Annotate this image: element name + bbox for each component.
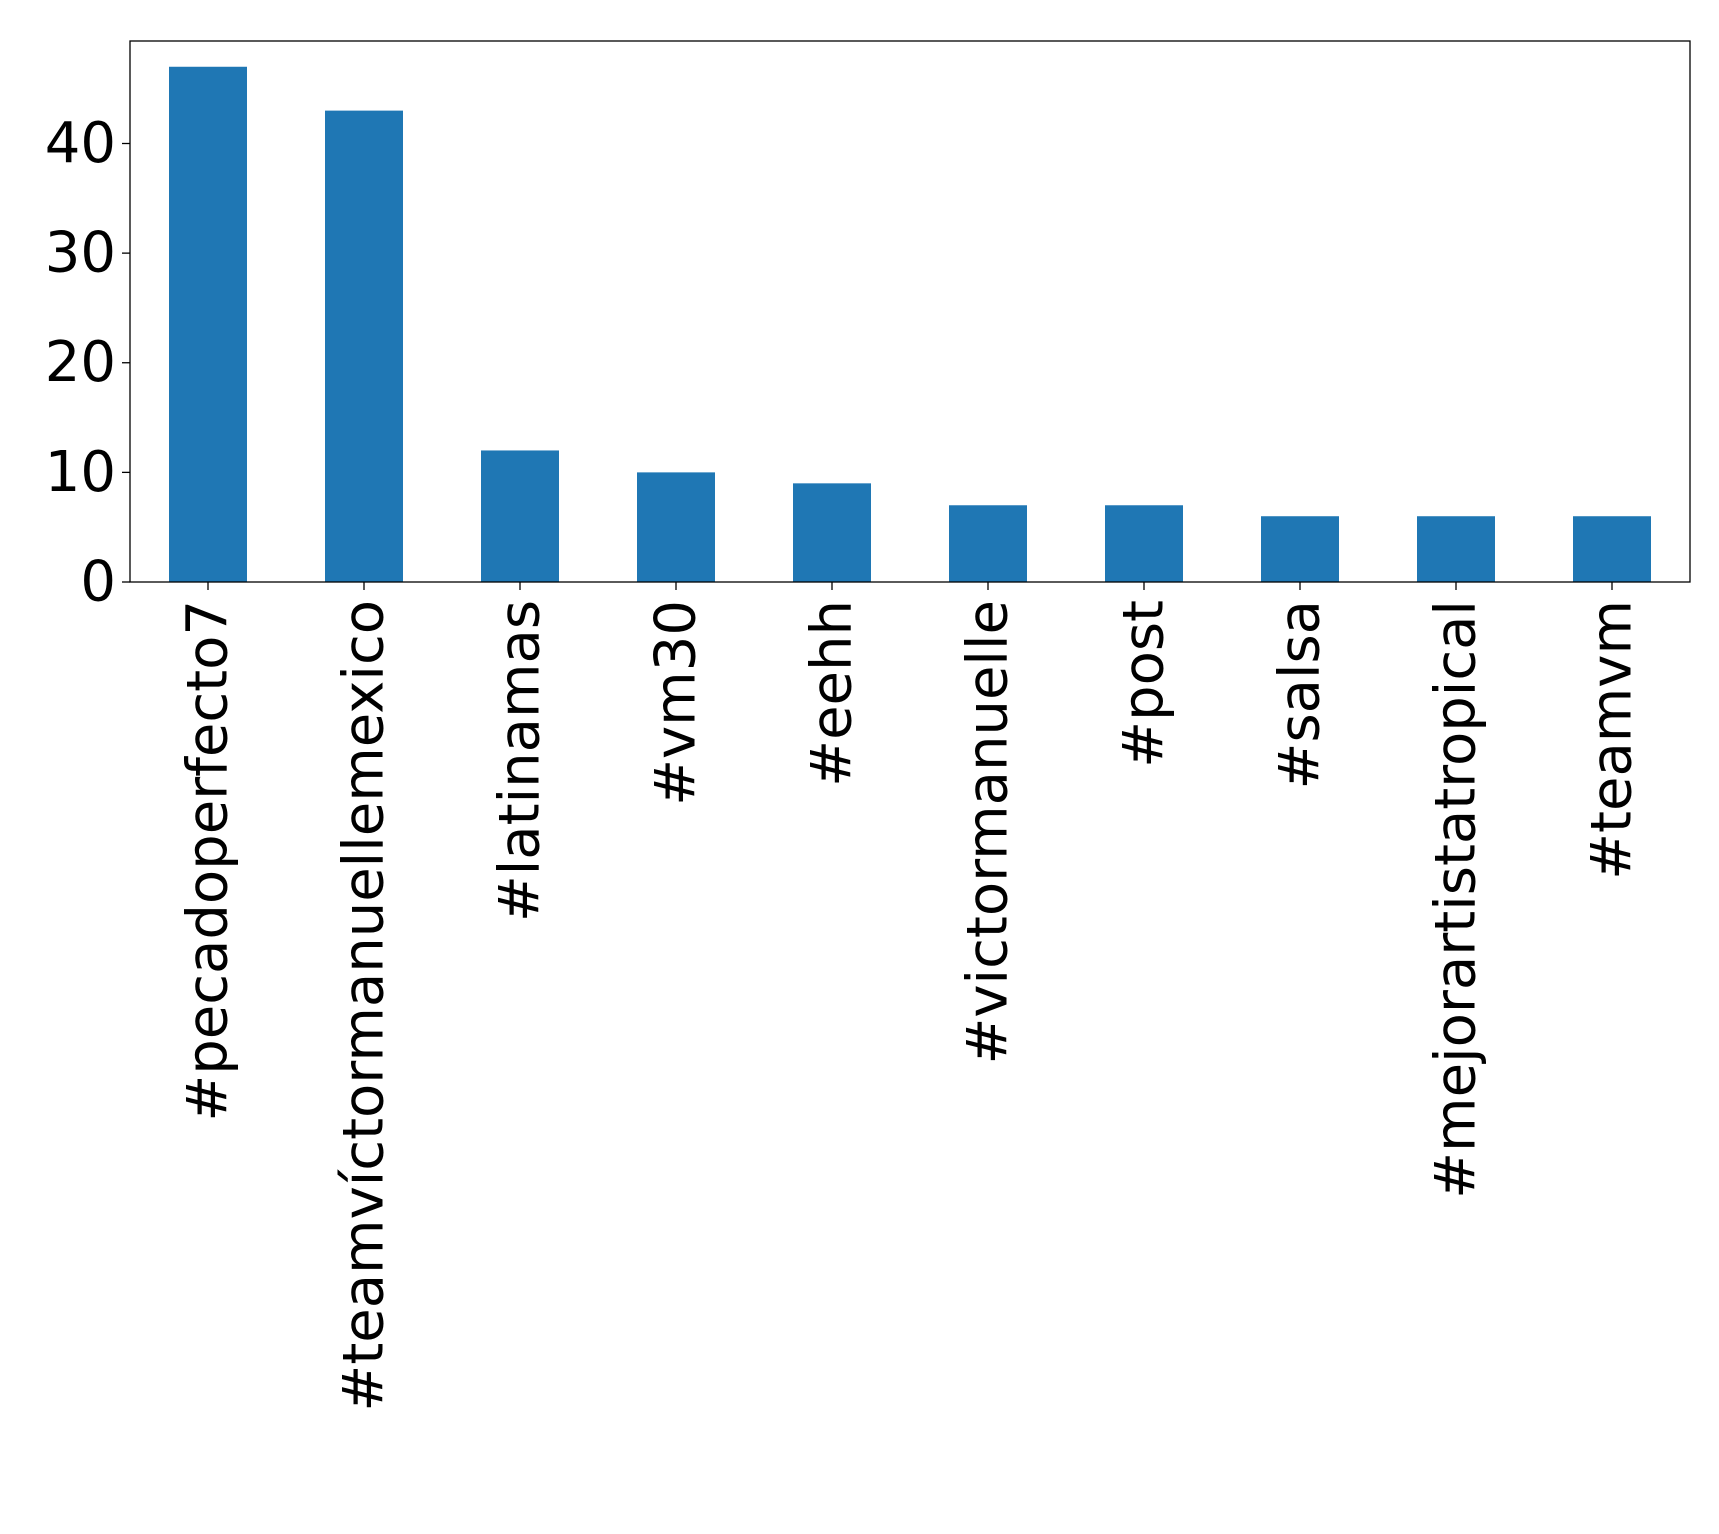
x-tick-label: #victormanuelle <box>956 600 1021 1065</box>
y-tick-label: 30 <box>45 221 116 286</box>
x-tick-label: #salsa <box>1268 600 1333 789</box>
y-axis: 0 10 20 30 40 <box>45 111 130 615</box>
bar-1 <box>169 66 247 582</box>
x-axis: #pecadoperfecto7 #teamvíctormanuellemexic… <box>176 582 1645 1412</box>
y-tick-label: 10 <box>45 440 116 505</box>
bar-6 <box>949 505 1027 582</box>
plot-frame <box>129 40 1691 583</box>
y-tick-label: 0 <box>80 550 116 615</box>
x-tick-label: #post <box>1112 600 1177 768</box>
bar-2 <box>325 110 403 583</box>
bar-4 <box>637 472 715 582</box>
bar-7 <box>1105 505 1183 582</box>
y-tick-label: 40 <box>45 111 116 176</box>
x-tick-label: #vm30 <box>644 600 709 806</box>
x-tick-label: #pecadoperfecto7 <box>176 600 241 1122</box>
bar-3 <box>481 450 559 582</box>
x-tick-label: #mejorartistatropical <box>1424 600 1489 1199</box>
y-tick-label: 20 <box>45 330 116 395</box>
bar-8 <box>1261 516 1339 582</box>
x-tick-label: #latinamas <box>488 600 553 922</box>
bar-5 <box>793 483 871 582</box>
x-tick-label: #teamvíctormanuellemexico <box>332 600 397 1412</box>
x-tick-label: #teamvm <box>1580 600 1645 880</box>
bars-group <box>169 66 1651 583</box>
x-tick-label: #eehh <box>800 600 865 787</box>
bar-9 <box>1417 516 1495 582</box>
bar-10 <box>1573 516 1651 582</box>
